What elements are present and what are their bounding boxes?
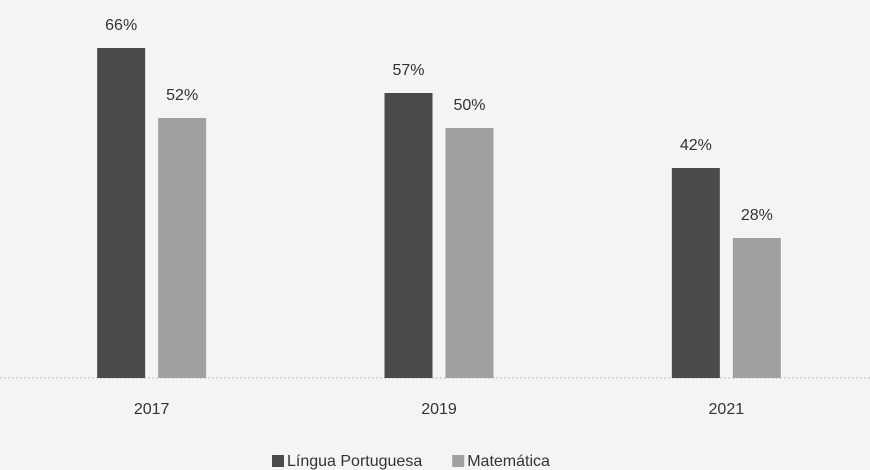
- value-label: 42%: [680, 137, 712, 154]
- legend-swatch: [272, 455, 284, 467]
- x-tick-label: 2019: [421, 401, 457, 418]
- legend-label: Matemática: [467, 453, 550, 470]
- x-tick-label: 2017: [134, 401, 170, 418]
- value-label: 52%: [166, 87, 198, 104]
- bar: [671, 168, 720, 378]
- value-label: 66%: [105, 17, 137, 34]
- legend-label: Língua Portuguesa: [287, 453, 422, 470]
- value-label: 28%: [741, 207, 773, 224]
- bar: [97, 48, 146, 378]
- legend-swatch: [452, 455, 465, 467]
- value-label: 57%: [392, 62, 424, 79]
- bar: [445, 128, 494, 378]
- bar: [732, 238, 781, 378]
- bar: [158, 118, 207, 378]
- value-label: 50%: [453, 97, 485, 114]
- bar: [384, 93, 433, 378]
- x-tick-label: 2021: [709, 401, 745, 418]
